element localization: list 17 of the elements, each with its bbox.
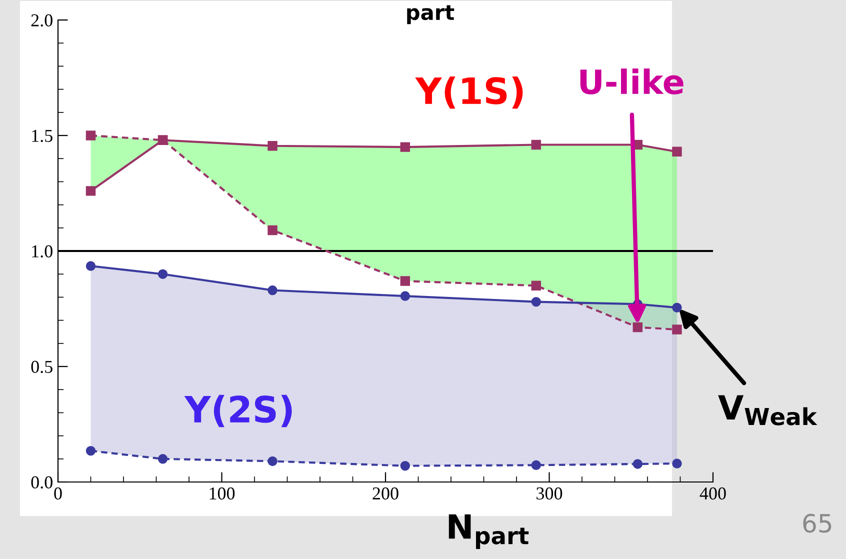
x-tick-label: 200 xyxy=(372,487,398,500)
x-tick-label: 100 xyxy=(210,487,235,500)
x-tick-label: 0 xyxy=(54,487,62,500)
x-tick-label: 300 xyxy=(536,487,562,500)
y-tick-label: 0.0 xyxy=(31,476,52,489)
y-tick-label: 2.0 xyxy=(31,14,52,27)
y-tick-label: 0.5 xyxy=(31,360,52,374)
text: Υ(2S) xyxy=(184,394,292,428)
chart-title: part xyxy=(407,5,454,24)
annotation: V$_{Weak}$ xyxy=(718,395,818,426)
y-tick-label: 1.5 xyxy=(32,130,52,142)
x-axis-title: N$_{part}$ xyxy=(448,514,529,549)
text: 65 xyxy=(803,514,832,533)
x-tick-label: 400 xyxy=(700,487,726,500)
series-label: Υ(1S) xyxy=(415,76,523,109)
annotation: U-like xyxy=(580,68,684,94)
y-tick-label: 1.0 xyxy=(32,245,52,258)
